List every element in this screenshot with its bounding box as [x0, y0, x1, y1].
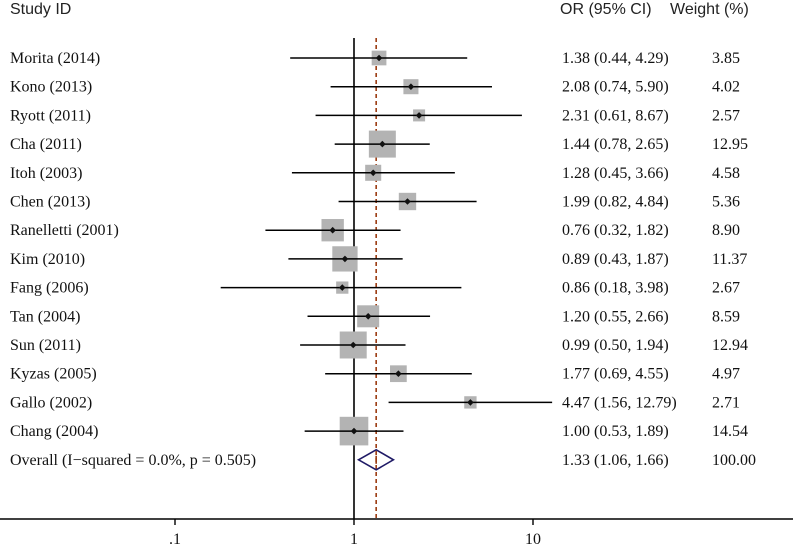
study-or-ci: 0.76 (0.32, 1.82) [562, 222, 669, 239]
study-label: Itoh (2003) [10, 165, 82, 182]
study-weight: 11.37 [712, 251, 747, 268]
overall-or-ci: 1.33 (1.06, 1.66) [562, 452, 669, 469]
study-row [304, 416, 404, 446]
study-row [325, 365, 472, 383]
study-table: Morita (2014) 1.38 (0.44, 4.29) 3.85 Kono (… [10, 50, 756, 469]
study-row [315, 109, 522, 122]
study-or-ci: 0.89 (0.43, 1.87) [562, 251, 669, 268]
header-row: Study ID OR (95% CI) Weight (%) [10, 1, 749, 18]
study-weight: 2.67 [712, 280, 740, 297]
study-label: Morita (2014) [10, 50, 100, 67]
study-or-ci: 1.38 (0.44, 4.29) [562, 50, 669, 67]
study-row [388, 396, 553, 409]
study-label: Kono (2013) [10, 79, 92, 96]
study-or-ci: 0.86 (0.18, 3.98) [562, 280, 669, 297]
study-or-ci: 1.20 (0.55, 2.66) [562, 308, 669, 325]
point-estimate [341, 255, 349, 263]
study-row [338, 192, 477, 211]
study-weight: 2.57 [712, 107, 740, 124]
study-weight: 12.94 [712, 337, 748, 354]
study-or-ci: 1.44 (0.78, 2.65) [562, 136, 669, 153]
point-estimate [407, 83, 415, 90]
study-or-ci: 1.99 (0.82, 4.84) [562, 194, 669, 211]
study-weight: 4.97 [712, 366, 740, 383]
x-tick-label: 1 [350, 531, 358, 546]
point-estimate [349, 341, 357, 349]
study-row [288, 246, 403, 272]
point-estimate [395, 370, 402, 377]
point-estimate [350, 427, 358, 435]
study-label: Gallo (2002) [10, 394, 92, 411]
study-or-ci: 1.00 (0.53, 1.89) [562, 423, 669, 440]
study-label: Cha (2011) [10, 136, 82, 153]
study-label: Tan (2004) [10, 308, 80, 325]
study-label: Kim (2010) [10, 251, 85, 268]
point-estimate [369, 169, 377, 177]
study-or-ci: 1.77 (0.69, 4.55) [562, 366, 669, 383]
study-label: Fang (2006) [10, 280, 89, 297]
study-row [334, 130, 430, 158]
study-label: Ranelletti (2001) [10, 222, 119, 239]
point-estimate [467, 399, 474, 406]
study-or-ci: 4.47 (1.56, 12.79) [562, 394, 677, 411]
study-label: Chen (2013) [10, 194, 90, 211]
study-or-ci: 0.99 (0.50, 1.94) [562, 337, 669, 354]
point-estimate [364, 313, 372, 320]
study-row [291, 164, 455, 181]
overall-weight: 100.00 [712, 452, 756, 469]
study-weight: 3.85 [712, 50, 740, 67]
point-estimate [415, 112, 423, 119]
weight-header: Weight (%) [670, 1, 749, 18]
study-row [290, 50, 468, 66]
study-label: Kyzas (2005) [10, 366, 97, 383]
point-estimate [329, 226, 336, 234]
study-row [265, 219, 401, 242]
point-estimate [375, 54, 383, 62]
study-weight: 5.36 [712, 194, 740, 211]
study-label: Sun (2011) [10, 337, 81, 354]
study-row [220, 281, 462, 294]
study-or-ci: 1.28 (0.45, 3.66) [562, 165, 669, 182]
study-or-ci: 2.31 (0.61, 8.67) [562, 107, 669, 124]
study-weight: 8.90 [712, 222, 740, 239]
or-ci-header: OR (95% CI) [560, 1, 652, 18]
study-or-ci: 2.08 (0.74, 5.90) [562, 79, 669, 96]
study-weight: 12.95 [712, 136, 748, 153]
point-estimate [338, 284, 346, 291]
x-tick-label: 10 [525, 531, 541, 546]
plot-area [220, 38, 553, 519]
point-estimate [404, 198, 411, 205]
study-row [307, 305, 431, 328]
study-row [330, 79, 492, 95]
study-weight: 14.54 [712, 423, 748, 440]
x-tick-label: .1 [169, 531, 181, 546]
study-row [300, 331, 406, 359]
overall-diamond [356, 448, 395, 471]
study-weight: 2.71 [712, 394, 740, 411]
study-weight: 4.58 [712, 165, 740, 182]
point-estimate [379, 140, 386, 148]
study-label: Chang (2004) [10, 423, 98, 440]
x-axis: .1 1 10 [0, 518, 793, 546]
study-label: Ryott (2011) [10, 107, 91, 124]
study-id-header: Study ID [10, 1, 71, 18]
study-weight: 4.02 [712, 79, 740, 96]
study-weight: 8.59 [712, 308, 740, 325]
overall-label: Overall (I−squared = 0.0%, p = 0.505) [10, 452, 256, 469]
